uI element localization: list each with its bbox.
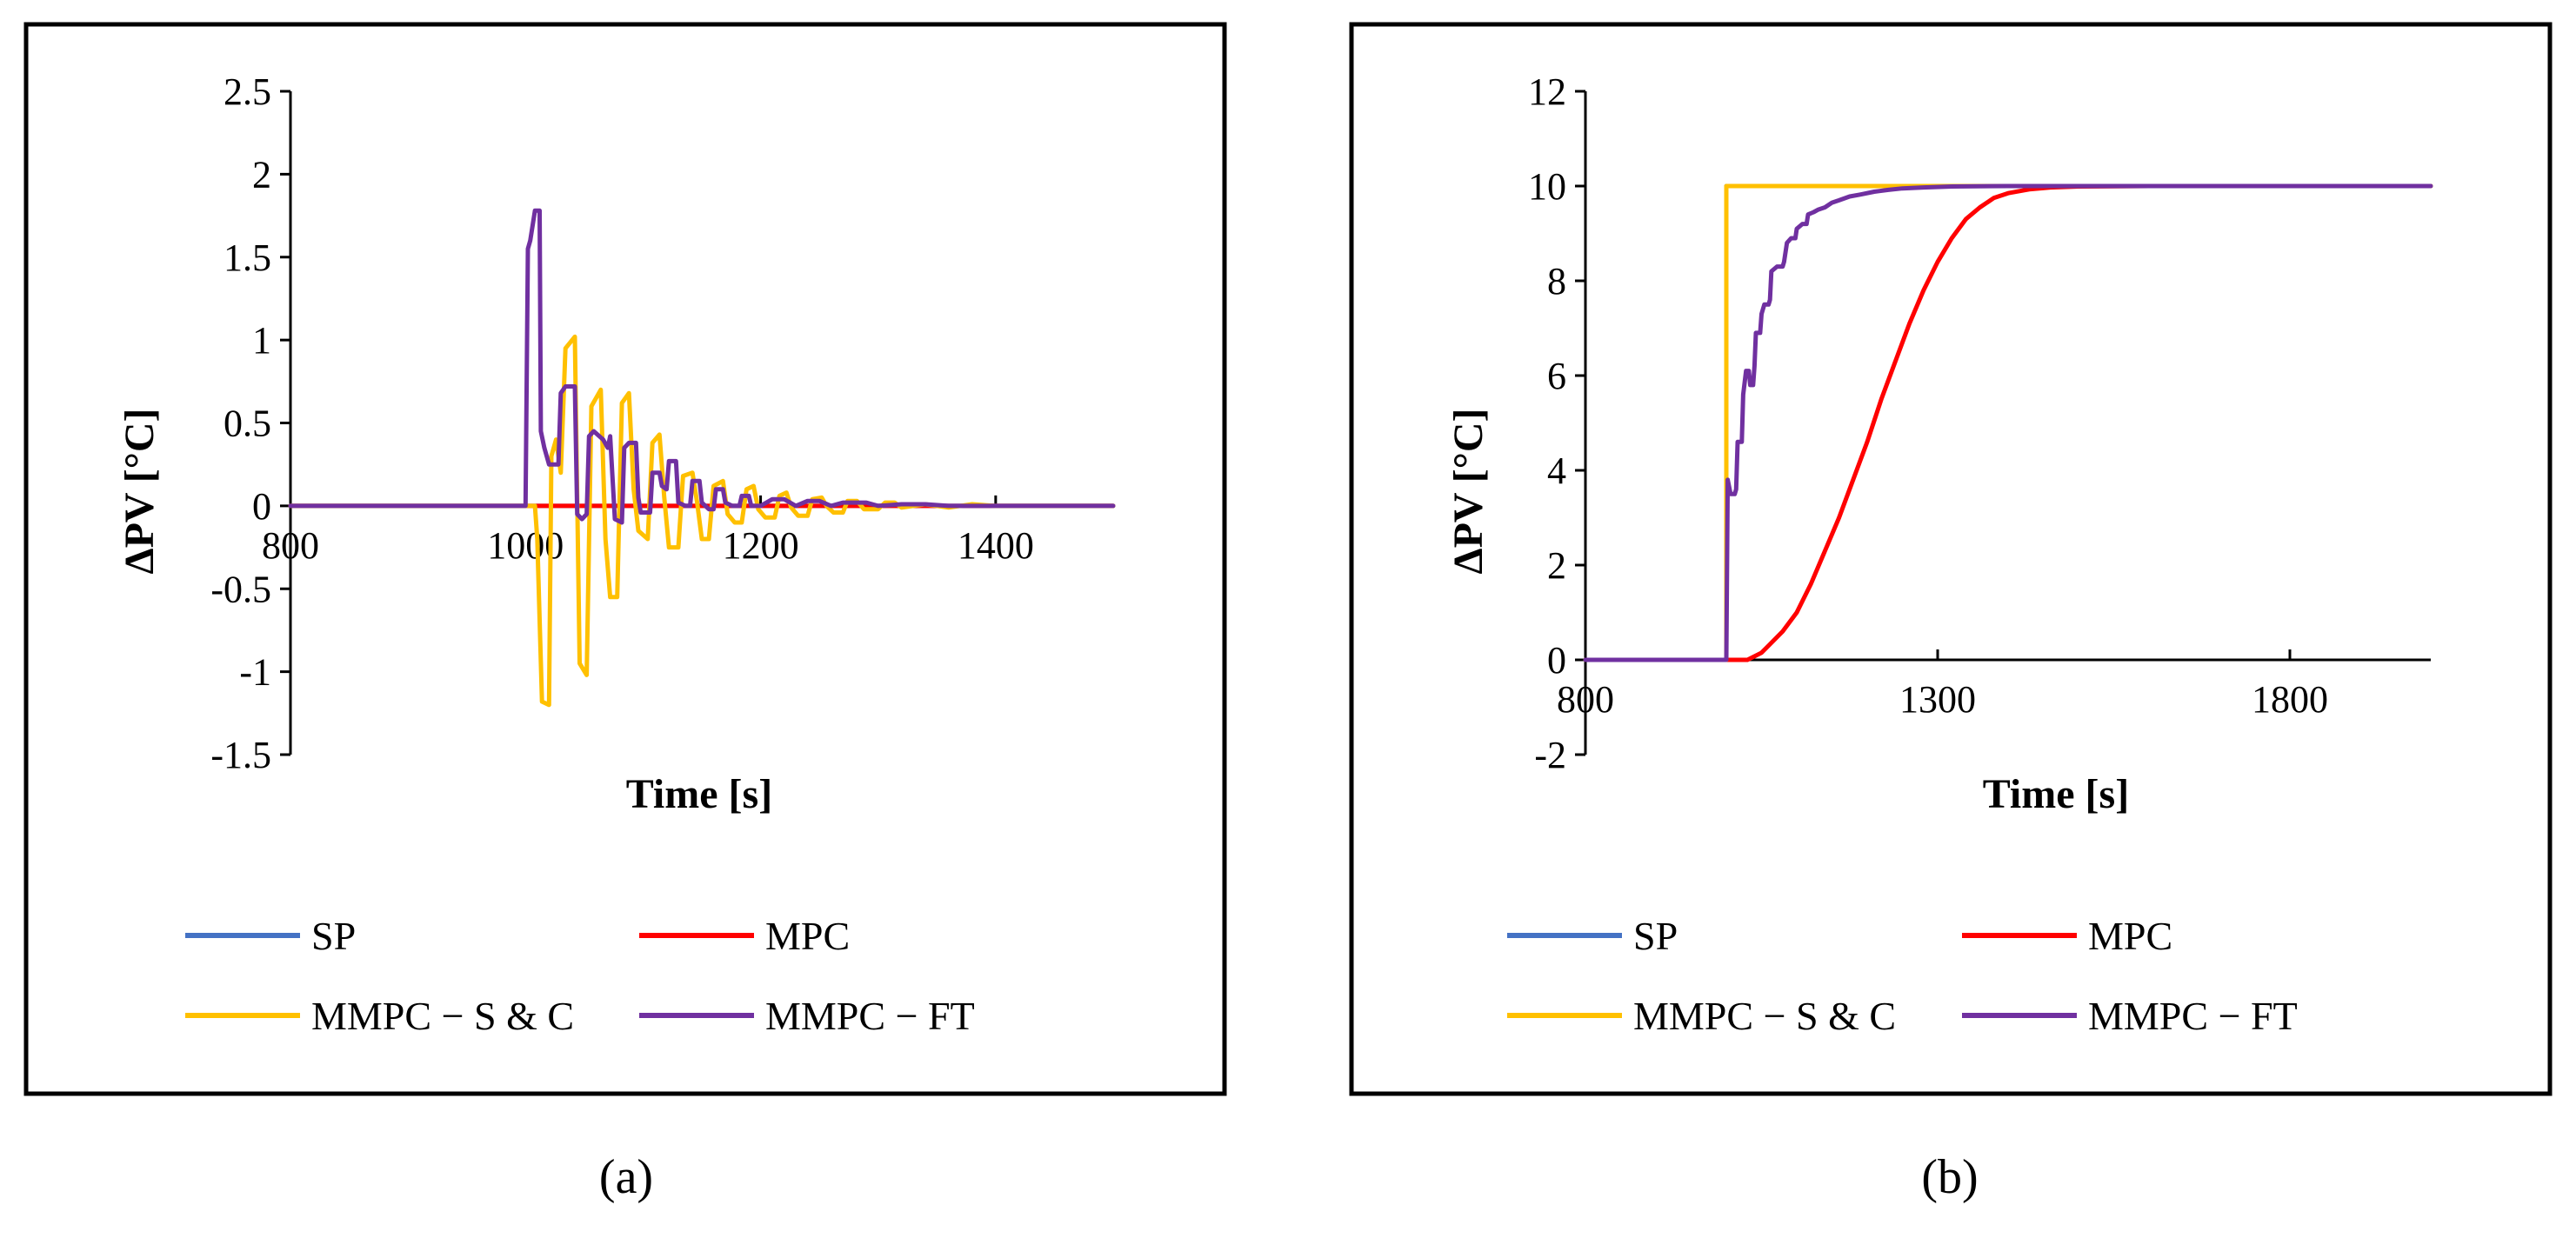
chart-b-y-tick-label: 6 <box>1547 355 1566 397</box>
chart-b-legend-label-mmpc-ft: MMPC − FT <box>2088 994 2298 1038</box>
chart-a-legend-label-mmpc-s-c: MMPC − S & C <box>311 994 574 1038</box>
chart-b-plot: -2 0 2 4 6 8 10 12 800 1300 1800 <box>1528 70 2433 776</box>
chart-a-legend-label-mpc: MPC <box>765 914 850 958</box>
chart-a-x-tick-label: 1400 <box>958 524 1034 567</box>
chart-a-x-tick-label: 1200 <box>723 524 799 567</box>
chart-b-y-tick-label: 10 <box>1528 165 1566 208</box>
chart-b-y-tick-label: 0 <box>1547 639 1566 682</box>
chart-a-frame <box>23 22 1227 1096</box>
chart-b-frame <box>1349 22 2553 1096</box>
chart-b-y-tick-label: 4 <box>1547 449 1566 492</box>
chart-b-ylabel: ΔPV [°C] <box>1445 408 1492 574</box>
chart-a-y-tick-label: -1.5 <box>210 734 271 776</box>
chart-b-xlabel: Time [s] <box>1983 771 2129 817</box>
chart-a-ylabel: ΔPV [°C] <box>117 408 163 574</box>
chart-a-y-tick-label: -1 <box>239 651 271 694</box>
chart-b-series-sp <box>1583 183 2433 662</box>
chart-a-y-tick-label: -0.5 <box>210 568 271 610</box>
chart-a-series-mmpc-ft <box>288 208 1116 525</box>
chart-b-legend: SP MPC MMPC − S & C MMPC − FT <box>1507 914 2298 1038</box>
chart-b-x-tick-label: 1800 <box>2252 678 2328 721</box>
chart-panel-b: -2 0 2 4 6 8 10 12 800 1300 1800 Time [s] ΔPV [°C]… <box>1349 22 2553 1096</box>
chart-a-y-tick-label: 0 <box>252 485 271 528</box>
chart-b-series-mmpc-ft <box>1583 183 2433 662</box>
chart-b-legend-label-mmpc-s-c: MMPC − S & C <box>1633 994 1896 1038</box>
chart-a-legend: SP MPC MMPC − S & C MMPC − FT <box>185 914 975 1038</box>
chart-a-y-tick-label: 1 <box>252 319 271 362</box>
chart-a-y-tick-label: 2.5 <box>224 70 271 113</box>
chart-b-series-mmpc-s-c <box>1583 183 2433 662</box>
chart-b-legend-label-mpc: MPC <box>2088 914 2172 958</box>
chart-a-y-tick-label: 0.5 <box>224 403 271 445</box>
chart-a-legend-label-sp: SP <box>311 914 356 958</box>
chart-b-y-tick-label: 12 <box>1528 70 1566 113</box>
chart-b-x-tick-label: 1300 <box>1899 678 1976 721</box>
chart-b-y-tick-label: -2 <box>1534 734 1566 776</box>
chart-a-series-mmpc-s-c <box>288 334 1116 708</box>
caption-a: (a) <box>599 1150 653 1204</box>
chart-a-y-tick-label: 2 <box>252 153 271 196</box>
chart-b-legend-label-sp: SP <box>1633 914 1678 958</box>
chart-b-series-mpc <box>1583 183 2433 662</box>
caption-b: (b) <box>1921 1150 1978 1204</box>
chart-a-x-tick-label: 800 <box>262 524 319 567</box>
chart-b-x-tick-label: 800 <box>1557 678 1614 721</box>
chart-b-y-tick-label: 8 <box>1547 260 1566 303</box>
chart-b-y-tick-label: 2 <box>1547 544 1566 587</box>
chart-a-legend-label-mmpc-ft: MMPC − FT <box>765 994 975 1038</box>
chart-a-xlabel: Time [s] <box>626 771 772 817</box>
chart-a-y-tick-label: 1.5 <box>224 236 271 279</box>
